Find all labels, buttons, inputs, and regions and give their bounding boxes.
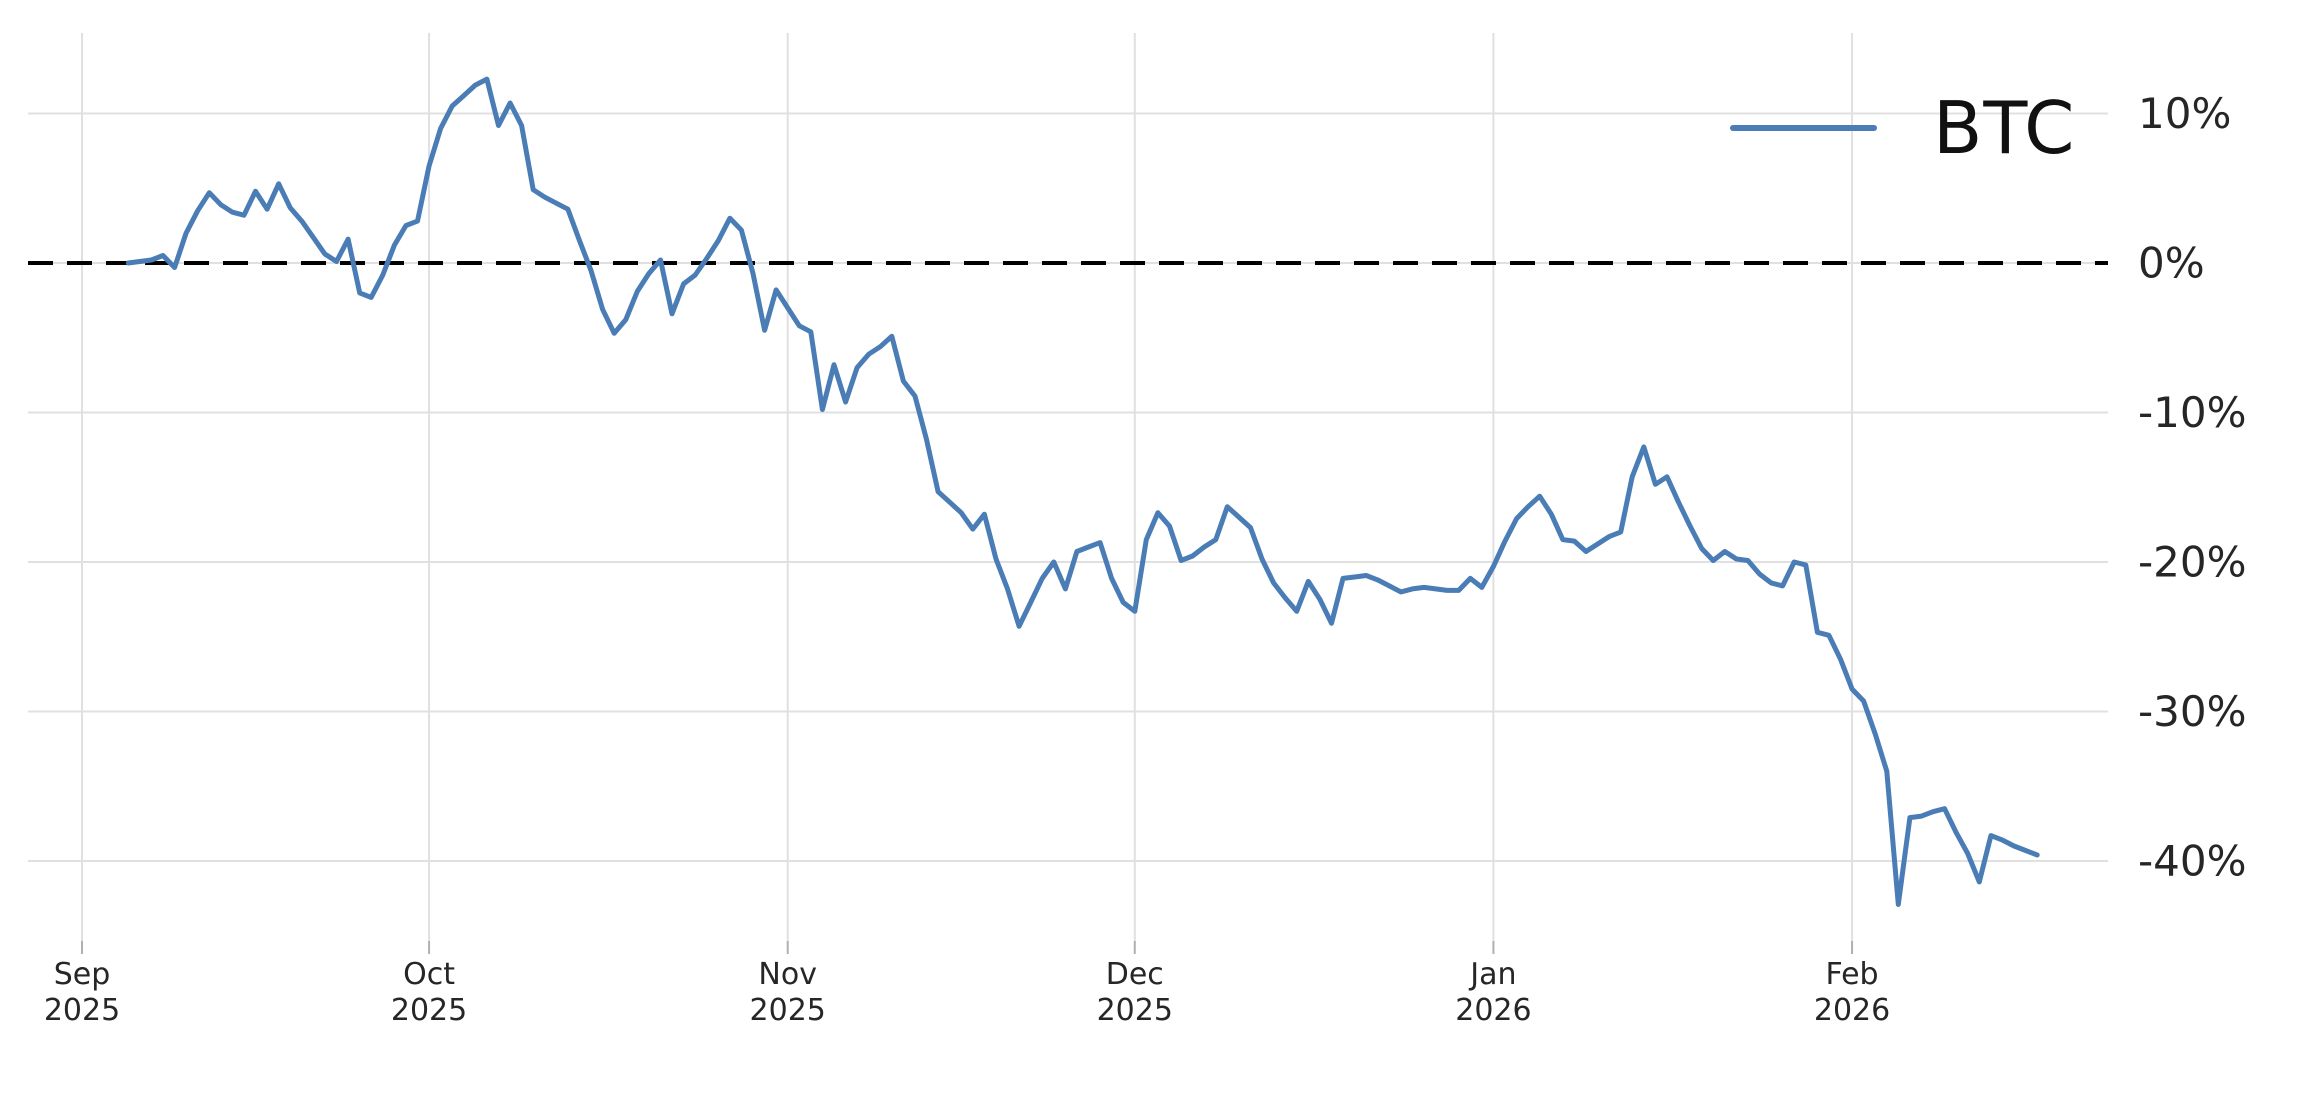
y-tick-label: 10% <box>2138 89 2231 138</box>
legend[interactable]: BTC <box>1730 88 2075 168</box>
x-tick-label-month: Oct <box>403 957 455 992</box>
y-tick-label: -40% <box>2138 837 2247 886</box>
y-tick-label: 0% <box>2138 239 2205 288</box>
x-tick-label-year: 2025 <box>750 993 826 1028</box>
x-tick-label-month: Dec <box>1106 957 1164 992</box>
x-tick-label-year: 2026 <box>1814 993 1890 1028</box>
y-tick-label: -30% <box>2138 687 2247 736</box>
x-tick-label-year: 2026 <box>1455 993 1531 1028</box>
y-tick-label: -10% <box>2138 388 2247 437</box>
btc-series-line <box>125 76 2040 907</box>
x-tick-label-month: Jan <box>1468 957 1516 992</box>
x-tick-label-month: Feb <box>1825 957 1878 992</box>
x-tick-label-year: 2025 <box>1097 993 1173 1028</box>
legend-label: BTC <box>1933 86 2076 170</box>
y-tick-label: -20% <box>2138 538 2247 587</box>
x-tick-label-month: Nov <box>758 957 817 992</box>
x-tick-label-year: 2025 <box>44 993 120 1028</box>
x-tick-label-year: 2025 <box>391 993 467 1028</box>
legend-line-sample <box>1730 125 1877 131</box>
x-tick-label-month: Sep <box>54 957 111 992</box>
